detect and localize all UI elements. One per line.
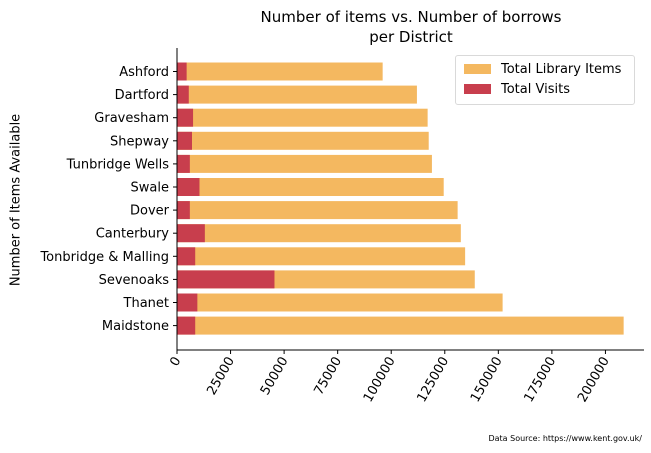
bar-visits-3 xyxy=(177,131,192,150)
y-tick-label-9: Sevenoaks xyxy=(99,273,170,288)
legend-item-visits: Total Visits xyxy=(464,80,570,98)
bar-items-3 xyxy=(177,131,429,150)
y-tick-label-2: Gravesham xyxy=(94,111,169,126)
x-tick-label-7: 175000 xyxy=(522,355,560,405)
y-tick-label-8: Tonbridge & Malling xyxy=(39,250,169,265)
bar-items-11 xyxy=(177,316,624,335)
y-axis-label: Number of Items Available xyxy=(8,113,24,287)
bar-visits-6 xyxy=(177,201,190,220)
bar-visits-7 xyxy=(177,224,205,243)
y-tick-label-3: Shepway xyxy=(110,134,169,149)
legend-label-items: Total Library Items xyxy=(501,61,622,77)
y-tick-label-6: Dover xyxy=(130,204,170,219)
y-tick-label-0: Ashford xyxy=(119,65,169,80)
legend-label-visits: Total Visits xyxy=(501,81,570,97)
bar-visits-0 xyxy=(177,62,187,81)
bar-visits-10 xyxy=(177,293,198,312)
x-tick-label-0: 0 xyxy=(167,355,184,370)
y-tick-label-10: Thanet xyxy=(123,296,169,311)
x-tick-label-3: 75000 xyxy=(311,355,345,398)
legend-item-items: Total Library Items xyxy=(464,60,621,78)
bar-visits-2 xyxy=(177,108,194,127)
y-tick-label-11: Maidstone xyxy=(102,319,169,334)
x-tick-label-5: 125000 xyxy=(414,355,452,405)
chart-title-line2: per District xyxy=(369,28,453,46)
y-tick-label-1: Dartford xyxy=(115,88,169,103)
bar-visits-1 xyxy=(177,85,189,104)
bar-items-2 xyxy=(177,108,428,127)
bar-visits-11 xyxy=(177,316,196,335)
y-tick-label-7: Canterbury xyxy=(96,227,170,242)
bar-items-0 xyxy=(177,62,383,81)
x-tick-label-1: 25000 xyxy=(204,355,238,398)
bar-visits-4 xyxy=(177,154,190,173)
legend-swatch-visits xyxy=(464,84,491,94)
bar-items-7 xyxy=(177,224,461,243)
bar-items-1 xyxy=(177,85,417,104)
x-tick-label-6: 150000 xyxy=(468,355,506,405)
y-tick-label-5: Swale xyxy=(131,181,169,196)
legend: Total Library Items Total Visits xyxy=(455,55,635,105)
x-tick-label-8: 200000 xyxy=(575,355,613,405)
legend-swatch-items xyxy=(464,64,491,74)
x-tick-label-4: 100000 xyxy=(361,355,399,405)
y-tick-label-4: Tunbridge Wells xyxy=(66,157,170,172)
data-source-note: Data Source: https://www.kent.gov.uk/ xyxy=(488,434,642,443)
bar-items-10 xyxy=(177,293,503,312)
chart-title-line1: Number of items vs. Number of borrows xyxy=(260,8,562,26)
bar-items-4 xyxy=(177,154,432,173)
bar-items-5 xyxy=(177,178,444,196)
bar-visits-5 xyxy=(177,178,200,196)
bar-visits-9 xyxy=(177,270,275,289)
bar-items-6 xyxy=(177,201,458,220)
x-tick-label-2: 50000 xyxy=(258,355,292,398)
bar-items-8 xyxy=(177,247,466,266)
bar-visits-8 xyxy=(177,247,196,266)
